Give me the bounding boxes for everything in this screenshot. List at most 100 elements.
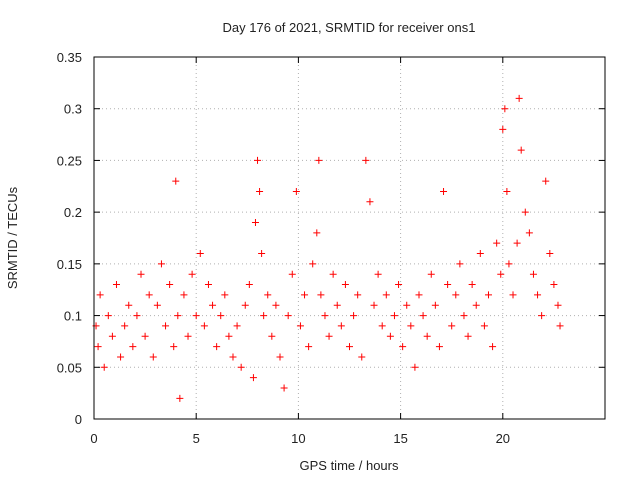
data-point xyxy=(382,291,390,299)
data-point xyxy=(489,343,497,351)
data-point xyxy=(341,281,349,289)
data-point xyxy=(542,177,550,185)
data-point xyxy=(137,270,145,278)
data-point xyxy=(386,332,394,340)
y-tick-label: 0.35 xyxy=(57,50,82,65)
data-point xyxy=(460,312,468,320)
data-point xyxy=(513,239,521,247)
data-point xyxy=(149,353,157,361)
data-point xyxy=(448,322,456,330)
data-point xyxy=(534,291,542,299)
data-point xyxy=(233,322,241,330)
data-point xyxy=(403,301,411,309)
x-axis-label: GPS time / hours xyxy=(300,458,399,473)
data-point xyxy=(346,343,353,351)
data-point xyxy=(484,291,492,299)
data-point xyxy=(112,281,120,289)
data-point xyxy=(94,343,102,351)
y-axis-label: SRMTID / TECUs xyxy=(5,186,20,289)
data-point xyxy=(452,291,460,299)
data-point xyxy=(321,312,329,320)
chart-title: Day 176 of 2021, SRMTID for receiver ons… xyxy=(223,20,476,35)
data-point xyxy=(153,301,161,309)
data-point xyxy=(200,322,208,330)
data-point xyxy=(292,187,300,195)
data-point xyxy=(176,394,184,402)
data-point xyxy=(174,312,182,320)
data-point xyxy=(268,332,276,340)
y-tick-label: 0.05 xyxy=(57,360,82,375)
data-point xyxy=(395,281,403,289)
data-point xyxy=(374,270,382,278)
y-tick-label: 0.25 xyxy=(57,153,82,168)
data-point xyxy=(440,187,448,195)
y-tick-label: 0 xyxy=(75,412,82,427)
data-point xyxy=(145,291,153,299)
data-point xyxy=(245,281,253,289)
data-point xyxy=(260,312,268,320)
data-point xyxy=(254,156,262,164)
data-point xyxy=(505,260,513,268)
data-point xyxy=(96,291,104,299)
data-point xyxy=(170,343,178,351)
y-tick-label: 0.2 xyxy=(64,205,82,220)
data-point xyxy=(100,363,108,371)
y-tick-label: 0.1 xyxy=(64,309,82,324)
data-point xyxy=(172,177,180,185)
data-point xyxy=(221,291,229,299)
data-point xyxy=(276,353,284,361)
x-tick-label: 15 xyxy=(393,431,407,446)
data-point xyxy=(538,312,546,320)
data-point xyxy=(464,332,472,340)
data-point xyxy=(166,281,174,289)
data-point xyxy=(258,250,266,258)
x-tick-label: 10 xyxy=(291,431,305,446)
data-point xyxy=(225,332,233,340)
data-point xyxy=(493,239,501,247)
data-point xyxy=(419,312,427,320)
data-point xyxy=(125,301,133,309)
data-point xyxy=(525,229,533,237)
data-point xyxy=(456,260,464,268)
data-point xyxy=(241,301,249,309)
data-point xyxy=(309,260,317,268)
data-point xyxy=(280,384,288,392)
data-point xyxy=(378,322,386,330)
data-point xyxy=(503,187,511,195)
axis-tick-labels: 0 0.05 0.1 0.15 0.2 0.25 0.3 0.35 0 5 10 15 20 xyxy=(57,50,510,446)
data-point xyxy=(423,332,431,340)
data-point xyxy=(313,229,321,237)
data-point xyxy=(515,94,523,102)
data-point xyxy=(529,270,537,278)
data-point xyxy=(390,312,398,320)
data-point xyxy=(162,322,170,330)
data-point xyxy=(284,312,292,320)
data-point xyxy=(117,353,125,361)
data-point xyxy=(264,291,272,299)
data-point xyxy=(237,363,245,371)
data-point xyxy=(192,312,200,320)
data-point xyxy=(337,322,345,330)
data-point xyxy=(315,156,323,164)
data-point xyxy=(249,374,257,382)
data-point xyxy=(333,301,341,309)
x-tick-label: 20 xyxy=(496,431,510,446)
data-point xyxy=(546,250,554,258)
data-point xyxy=(499,125,507,133)
axis-ticks xyxy=(93,56,605,420)
data-point xyxy=(350,312,358,320)
data-point xyxy=(411,363,419,371)
y-tick-label: 0.15 xyxy=(57,257,82,272)
data-point xyxy=(213,343,221,351)
data-point xyxy=(476,250,484,258)
data-point xyxy=(468,281,476,289)
data-point xyxy=(301,291,309,299)
grid xyxy=(94,57,605,419)
data-point xyxy=(121,322,129,330)
data-point xyxy=(415,291,423,299)
data-point xyxy=(108,332,116,340)
data-point xyxy=(157,260,165,268)
data-point xyxy=(288,270,296,278)
data-point xyxy=(141,332,149,340)
